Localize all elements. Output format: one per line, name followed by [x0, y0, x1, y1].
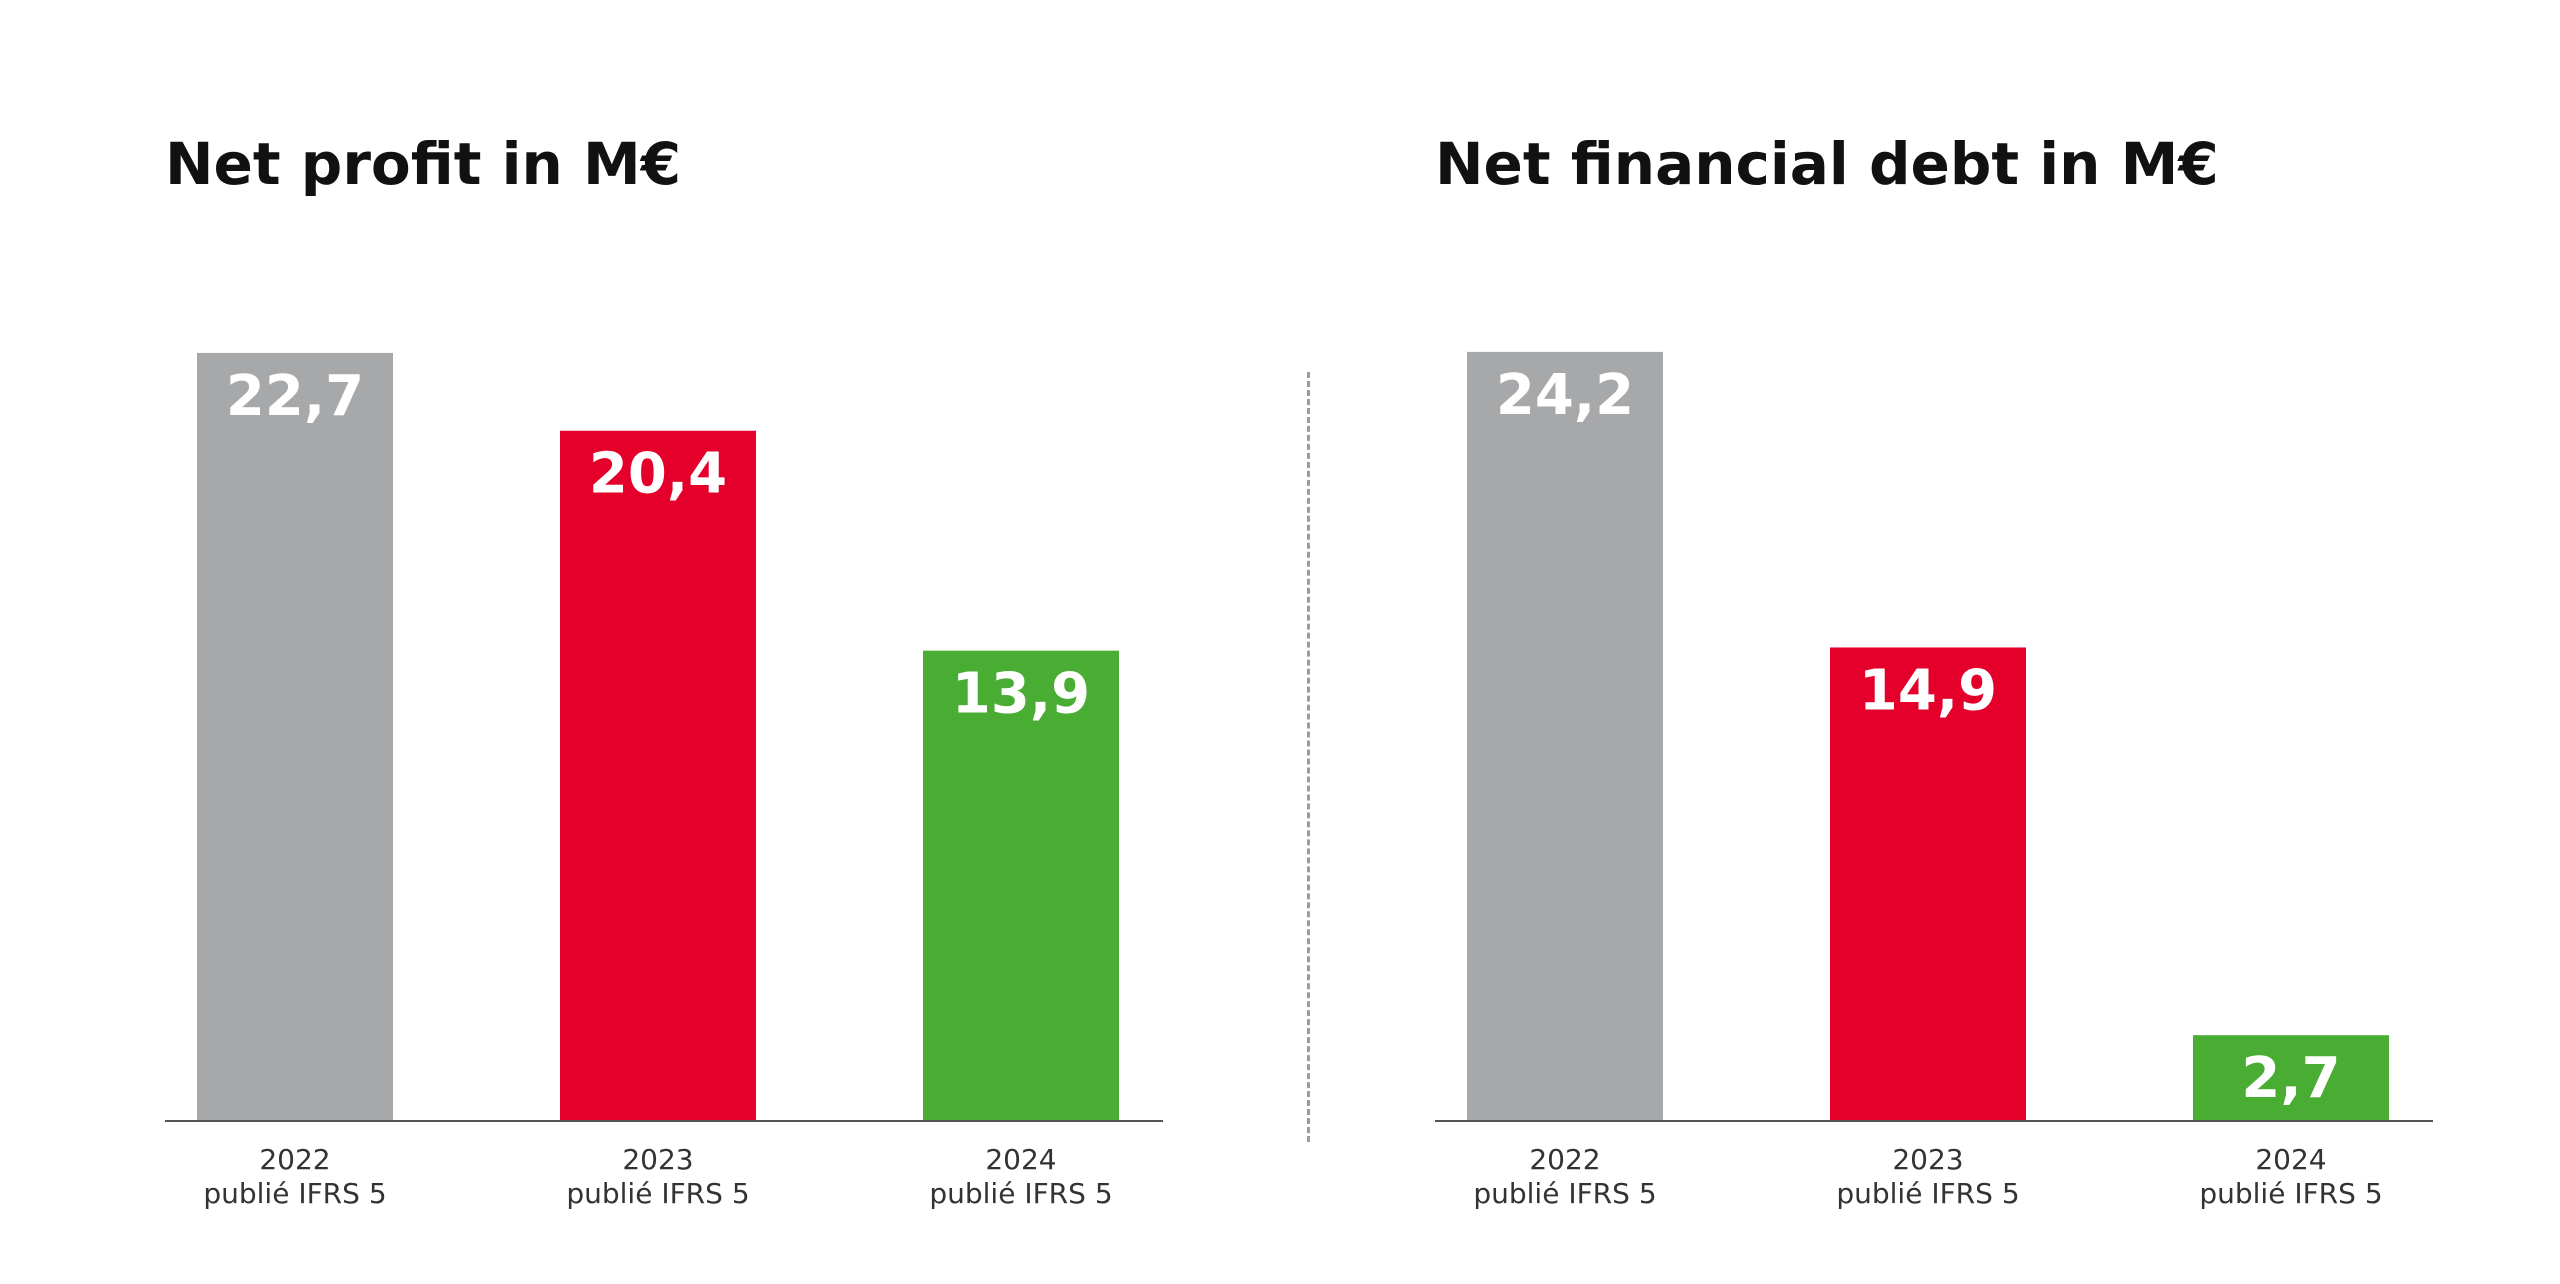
- category-year: 2024: [2255, 1143, 2327, 1176]
- value-label-2024: 2,7: [2241, 1046, 2340, 1111]
- value-label-2024: 13,9: [952, 662, 1090, 727]
- bar-2023: [1830, 647, 2026, 1121]
- category-note: publié IFRS 5: [203, 1177, 387, 1210]
- category-year: 2024: [985, 1143, 1057, 1176]
- value-label-2022: 22,7: [226, 364, 364, 429]
- category-label-2022: 2022 publié IFRS 5: [155, 1143, 435, 1211]
- chart-title: Net profit in M€: [165, 130, 682, 198]
- category-label-2023: 2023 publié IFRS 5: [518, 1143, 798, 1211]
- category-note: publié IFRS 5: [1836, 1177, 2020, 1210]
- category-note: publié IFRS 5: [929, 1177, 1113, 1210]
- category-note: publié IFRS 5: [566, 1177, 750, 1210]
- category-year: 2022: [1529, 1143, 1601, 1176]
- category-label-2023: 2023 publié IFRS 5: [1788, 1143, 2068, 1211]
- bar-2023: [560, 430, 756, 1121]
- category-year: 2023: [1892, 1143, 1964, 1176]
- value-label-2023: 20,4: [589, 442, 727, 507]
- category-label-2024: 2024 publié IFRS 5: [881, 1143, 1161, 1211]
- category-label-2022: 2022 publié IFRS 5: [1425, 1143, 1705, 1211]
- category-label-2024: 2024 publié IFRS 5: [2151, 1143, 2431, 1211]
- panel-divider: [1307, 372, 1310, 1142]
- net-financial-debt-plot: 24,2 14,9 2,7: [1435, 351, 2433, 1122]
- value-label-2023: 14,9: [1859, 658, 1997, 723]
- chart-title: Net financial debt in M€: [1435, 130, 2219, 198]
- category-note: publié IFRS 5: [1473, 1177, 1657, 1210]
- bar-2022: [1467, 351, 1663, 1121]
- category-year: 2023: [622, 1143, 694, 1176]
- value-label-2022: 24,2: [1496, 363, 1634, 428]
- bar-2022: [197, 352, 393, 1121]
- net-profit-plot: 22,7 20,4 13,9: [165, 352, 1163, 1122]
- net-financial-debt-chart: Net financial debt in M€ 24,2 14,9 2,7 202…: [1420, 0, 2520, 1284]
- net-profit-chart: Net profit in M€ 22,7 20,4 13,9 2022 publié…: [150, 0, 1250, 1284]
- bar-2024: [2193, 1035, 2389, 1121]
- category-year: 2022: [259, 1143, 331, 1176]
- category-note: publié IFRS 5: [2199, 1177, 2383, 1210]
- bar-2024: [923, 650, 1119, 1121]
